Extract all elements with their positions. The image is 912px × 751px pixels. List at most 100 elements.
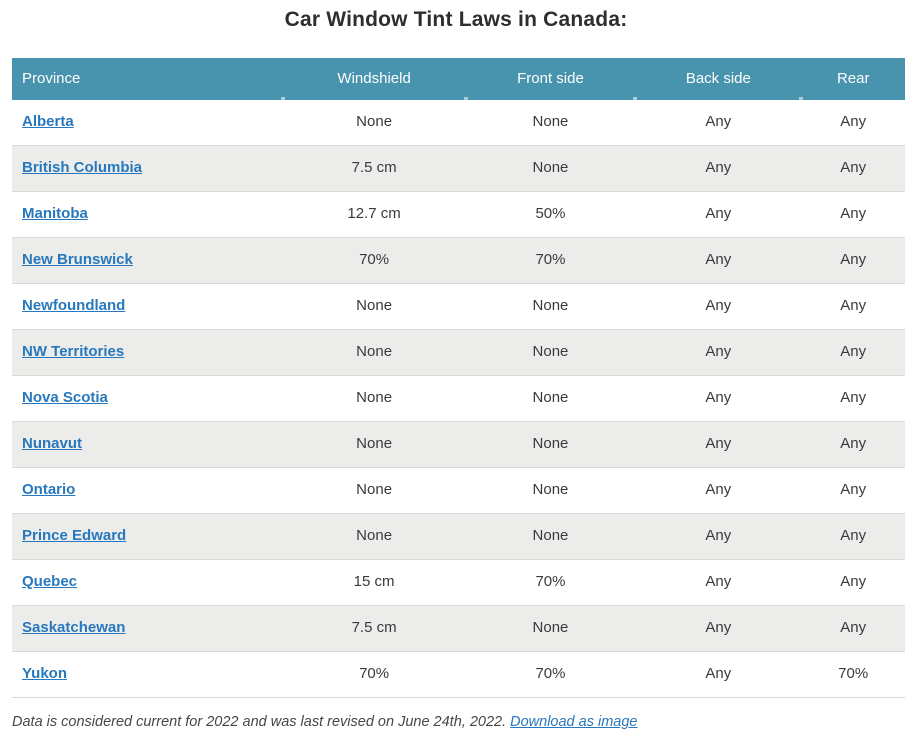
cell-province: Saskatchewan: [12, 605, 283, 652]
cell-province: Quebec: [12, 559, 283, 606]
cell-front-side: None: [465, 513, 636, 560]
download-as-image-link[interactable]: Download as image: [510, 714, 638, 730]
cell-back-side: Any: [635, 559, 802, 606]
cell-back-side: Any: [635, 421, 802, 468]
cell-windshield: None: [282, 421, 466, 468]
cell-rear: Any: [801, 467, 905, 514]
cell-front-side: None: [465, 375, 636, 422]
cell-back-side: Any: [635, 100, 802, 146]
table-row: Nova Scotia None None Any Any: [12, 375, 905, 422]
province-link[interactable]: Alberta: [22, 113, 74, 130]
column-header-windshield: Windshield: [280, 58, 466, 100]
cell-windshield: 7.5 cm: [282, 605, 466, 652]
cell-rear: Any: [801, 329, 905, 376]
cell-windshield: None: [282, 100, 466, 146]
cell-front-side: 70%: [465, 651, 636, 698]
province-link[interactable]: Nova Scotia: [22, 389, 108, 406]
table-row: Nunavut None None Any Any: [12, 421, 905, 468]
cell-rear: Any: [801, 145, 905, 192]
province-link[interactable]: NW Territories: [22, 343, 125, 360]
cell-back-side: Any: [635, 191, 802, 238]
cell-front-side: None: [465, 467, 636, 514]
cell-windshield: 70%: [282, 237, 466, 284]
header-row: Province Windshield Front side Back side…: [12, 58, 905, 100]
cell-windshield: None: [282, 329, 466, 376]
cell-province: Nova Scotia: [12, 375, 283, 422]
cell-rear: Any: [801, 375, 905, 422]
cell-front-side: None: [465, 421, 636, 468]
cell-windshield: 12.7 cm: [282, 191, 466, 238]
province-link[interactable]: New Brunswick: [22, 251, 133, 268]
cell-back-side: Any: [635, 283, 802, 330]
cell-rear: Any: [801, 191, 905, 238]
cell-windshield: None: [282, 375, 466, 422]
cell-front-side: 50%: [465, 191, 636, 238]
province-link[interactable]: Newfoundland: [22, 297, 126, 314]
cell-front-side: None: [465, 283, 636, 330]
cell-windshield: 70%: [282, 651, 466, 698]
province-link[interactable]: Saskatchewan: [22, 619, 126, 636]
cell-rear: Any: [801, 237, 905, 284]
cell-windshield: 7.5 cm: [282, 145, 466, 192]
province-link[interactable]: British Columbia: [22, 159, 143, 176]
footer-note-text: Data is considered current for 2022 and …: [12, 714, 507, 730]
table-row: Quebec 15 cm 70% Any Any: [12, 559, 905, 606]
table-row: British Columbia 7.5 cm None Any Any: [12, 145, 905, 192]
cell-windshield: 15 cm: [282, 559, 466, 606]
column-header-front-side: Front side: [463, 58, 636, 100]
cell-province: NW Territories: [12, 329, 283, 376]
cell-province: Yukon: [12, 651, 283, 698]
table-row: Newfoundland None None Any Any: [12, 283, 905, 330]
table-row: Saskatchewan 7.5 cm None Any Any: [12, 605, 905, 652]
tint-laws-table: Province Windshield Front side Back side…: [12, 58, 905, 698]
cell-province: Ontario: [12, 467, 283, 514]
cell-province: Newfoundland: [12, 283, 283, 330]
cell-back-side: Any: [635, 651, 802, 698]
cell-province: Alberta: [12, 100, 283, 146]
table-row: New Brunswick 70% 70% Any Any: [12, 237, 905, 284]
cell-front-side: None: [465, 100, 636, 146]
province-link[interactable]: Manitoba: [22, 205, 88, 222]
cell-back-side: Any: [635, 513, 802, 560]
cell-front-side: 70%: [465, 237, 636, 284]
cell-rear: Any: [801, 283, 905, 330]
table-row: NW Territories None None Any Any: [12, 329, 905, 376]
table-row: Prince Edward None None Any Any: [12, 513, 905, 560]
page: Car Window Tint Laws in Canada: Province…: [0, 7, 912, 731]
cell-front-side: 70%: [465, 559, 636, 606]
cell-front-side: None: [465, 329, 636, 376]
column-header-rear: Rear: [799, 58, 905, 100]
cell-province: British Columbia: [12, 145, 283, 192]
table-header: Province Windshield Front side Back side…: [12, 58, 905, 100]
cell-windshield: None: [282, 283, 466, 330]
cell-rear: Any: [801, 559, 905, 606]
cell-province: Prince Edward: [12, 513, 283, 560]
cell-front-side: None: [465, 605, 636, 652]
cell-back-side: Any: [635, 329, 802, 376]
page-title: Car Window Tint Laws in Canada:: [284, 8, 628, 31]
cell-province: Manitoba: [12, 191, 283, 238]
cell-rear: 70%: [801, 651, 905, 698]
province-link[interactable]: Quebec: [22, 573, 78, 590]
cell-front-side: None: [465, 145, 636, 192]
cell-province: New Brunswick: [12, 237, 283, 284]
province-link[interactable]: Ontario: [22, 481, 76, 498]
cell-rear: Any: [801, 100, 905, 146]
column-header-back-side: Back side: [633, 58, 802, 100]
province-link[interactable]: Nunavut: [22, 435, 82, 452]
table-row: Manitoba 12.7 cm 50% Any Any: [12, 191, 905, 238]
cell-back-side: Any: [635, 145, 802, 192]
footer-note: Data is considered current for 2022 and …: [12, 713, 905, 731]
table-row: Ontario None None Any Any: [12, 467, 905, 514]
cell-windshield: None: [282, 467, 466, 514]
cell-rear: Any: [801, 513, 905, 560]
province-link[interactable]: Prince Edward: [22, 527, 127, 544]
cell-back-side: Any: [635, 375, 802, 422]
province-link[interactable]: Yukon: [22, 665, 68, 682]
cell-province: Nunavut: [12, 421, 283, 468]
table-body: Alberta None None Any Any British Columb…: [12, 100, 905, 698]
column-header-province: Province: [12, 58, 283, 100]
cell-back-side: Any: [635, 237, 802, 284]
cell-back-side: Any: [635, 605, 802, 652]
table-row: Alberta None None Any Any: [12, 100, 905, 146]
